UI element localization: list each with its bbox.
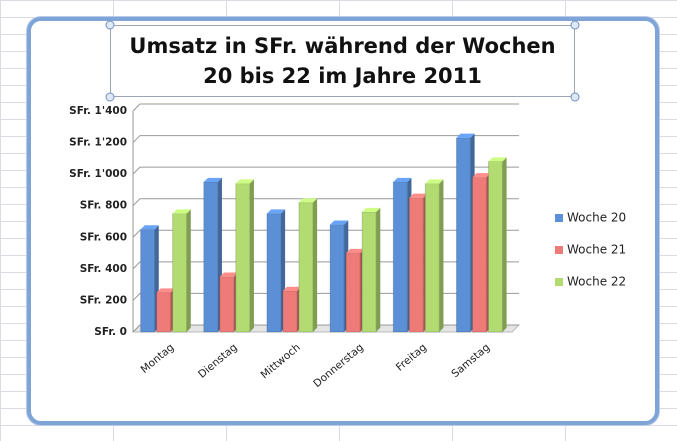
bar-side bbox=[376, 207, 381, 332]
bar bbox=[298, 202, 314, 333]
legend-label: Woche 21 bbox=[567, 243, 626, 257]
resize-handle[interactable] bbox=[570, 20, 580, 30]
y-tick-label: SFr. 200 bbox=[80, 294, 127, 306]
bar bbox=[345, 252, 361, 333]
bar-side bbox=[249, 179, 254, 332]
legend-swatch bbox=[555, 214, 563, 222]
resize-handle[interactable] bbox=[105, 20, 115, 30]
bar-top bbox=[172, 209, 191, 214]
bar-top bbox=[425, 179, 444, 184]
grid-line bbox=[132, 324, 519, 333]
y-tick-label: SFr. 0 bbox=[94, 326, 127, 338]
bar-top bbox=[330, 220, 349, 225]
bar bbox=[455, 137, 471, 333]
bar bbox=[361, 211, 377, 333]
bar-side bbox=[186, 209, 191, 332]
bar bbox=[392, 181, 408, 333]
y-tick-label: SFr. 1'200 bbox=[69, 137, 127, 149]
bar-top bbox=[219, 272, 238, 277]
bar bbox=[219, 276, 235, 333]
bar bbox=[471, 176, 487, 333]
bar-side bbox=[312, 198, 318, 332]
resize-handle[interactable] bbox=[570, 92, 580, 102]
bar-top bbox=[235, 179, 254, 184]
bar-top bbox=[456, 133, 475, 138]
bar-top bbox=[156, 288, 175, 293]
bar-top bbox=[488, 157, 507, 162]
bar-top bbox=[140, 225, 159, 230]
bar-top bbox=[298, 198, 318, 203]
bar bbox=[140, 228, 156, 333]
bar-side bbox=[439, 179, 444, 332]
y-tick-label: SFr. 1'000 bbox=[69, 168, 127, 180]
y-tick-label: SFr. 800 bbox=[80, 200, 127, 212]
bar-side bbox=[502, 157, 507, 332]
grid-line bbox=[132, 103, 519, 112]
y-tick-label: SFr. 600 bbox=[80, 231, 127, 243]
grid-line bbox=[132, 229, 519, 238]
bar-top bbox=[266, 209, 286, 214]
bar bbox=[203, 181, 219, 333]
bar-top bbox=[393, 177, 412, 183]
x-tick-label: Dienstag bbox=[196, 341, 240, 380]
bar bbox=[282, 290, 298, 333]
grid-line bbox=[132, 261, 519, 270]
grid-line bbox=[132, 292, 519, 301]
bar bbox=[156, 292, 172, 333]
bar bbox=[266, 213, 282, 333]
x-tick-label: Freitag bbox=[394, 341, 429, 373]
grid-line bbox=[132, 198, 519, 207]
bar-top bbox=[203, 177, 222, 183]
bar-top bbox=[409, 193, 428, 198]
bar bbox=[487, 161, 503, 333]
legend-swatch bbox=[555, 278, 563, 286]
legend-swatch bbox=[555, 246, 563, 254]
bar-top bbox=[282, 286, 302, 291]
chart-title[interactable]: Umsatz in SFr. während der Wochen 20 bis… bbox=[110, 25, 575, 97]
y-tick-label: SFr. 400 bbox=[80, 263, 127, 275]
x-tick-label: Samstag bbox=[449, 341, 492, 380]
bar bbox=[329, 224, 345, 333]
grid-line bbox=[132, 166, 519, 175]
bar bbox=[424, 183, 440, 333]
legend-label: Woche 22 bbox=[567, 275, 626, 289]
bar bbox=[408, 197, 424, 333]
x-tick-label: Donnerstag bbox=[311, 341, 366, 390]
bar-top bbox=[472, 173, 491, 178]
y-tick-label: SFr. 1'400 bbox=[69, 105, 127, 117]
bar bbox=[172, 213, 188, 333]
resize-handle[interactable] bbox=[105, 92, 115, 102]
legend-label: Woche 20 bbox=[567, 211, 626, 225]
grid-line bbox=[132, 135, 519, 143]
x-tick-label: Montag bbox=[139, 341, 177, 375]
x-tick-label: Mittwoch bbox=[259, 341, 303, 381]
bar-top bbox=[346, 248, 365, 254]
bar bbox=[235, 183, 251, 333]
bar-top bbox=[362, 207, 381, 213]
